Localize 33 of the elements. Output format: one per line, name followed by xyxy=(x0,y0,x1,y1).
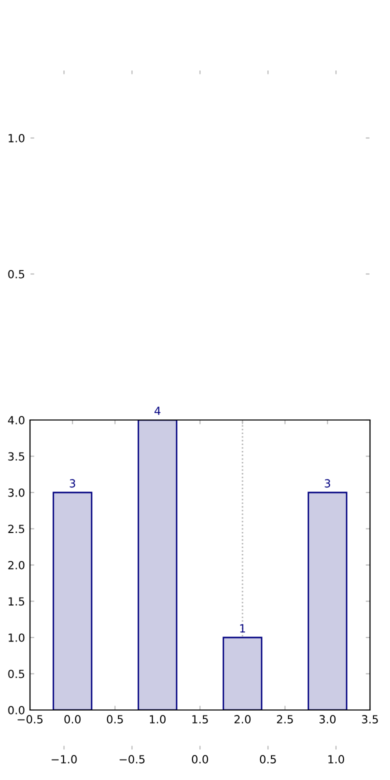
data-label: 3 xyxy=(70,479,76,488)
y-tick-label: 1.0 xyxy=(8,633,24,642)
y-tick-label: 0.5 xyxy=(8,670,24,678)
data-label: 4 xyxy=(154,406,160,415)
y-tick-label: 2.0 xyxy=(8,560,24,570)
x-tick-label: 0.0 xyxy=(64,715,81,724)
y-tick-label: 1.5 xyxy=(8,597,24,606)
data-label: 1 xyxy=(240,624,246,632)
data-label: 3 xyxy=(324,479,330,488)
x-tick-label: 1.0 xyxy=(328,755,344,764)
x-tick-label: −1.0 xyxy=(52,755,77,764)
y-tick-label: 0.5 xyxy=(8,270,24,278)
x-tick-label: −0.5 xyxy=(120,755,145,764)
x-tick-label: 2.5 xyxy=(276,715,293,724)
bar xyxy=(52,492,92,710)
bar xyxy=(308,492,348,710)
x-tick-label: 0.0 xyxy=(192,755,208,764)
x-tick-label: 0.5 xyxy=(260,755,276,764)
bar xyxy=(222,636,262,710)
y-tick-label: 4.0 xyxy=(8,416,24,424)
x-tick-label: 1.0 xyxy=(150,715,166,724)
x-tick-label: 3.0 xyxy=(320,715,336,724)
x-tick-label: −0.5 xyxy=(18,715,43,724)
x-tick-label: 2.0 xyxy=(234,715,251,724)
y-tick-label: 1.0 xyxy=(8,134,24,142)
y-tick-label: 0.0 xyxy=(8,706,24,714)
y-tick-label: 3.5 xyxy=(8,452,24,461)
x-tick-label: 3.5 xyxy=(362,715,378,724)
y-tick-label: 3.0 xyxy=(8,488,24,497)
x-tick-label: 0.5 xyxy=(106,715,123,724)
y-tick-label: 2.5 xyxy=(8,524,24,534)
x-tick-label: 1.5 xyxy=(192,715,208,724)
bar xyxy=(138,420,178,710)
